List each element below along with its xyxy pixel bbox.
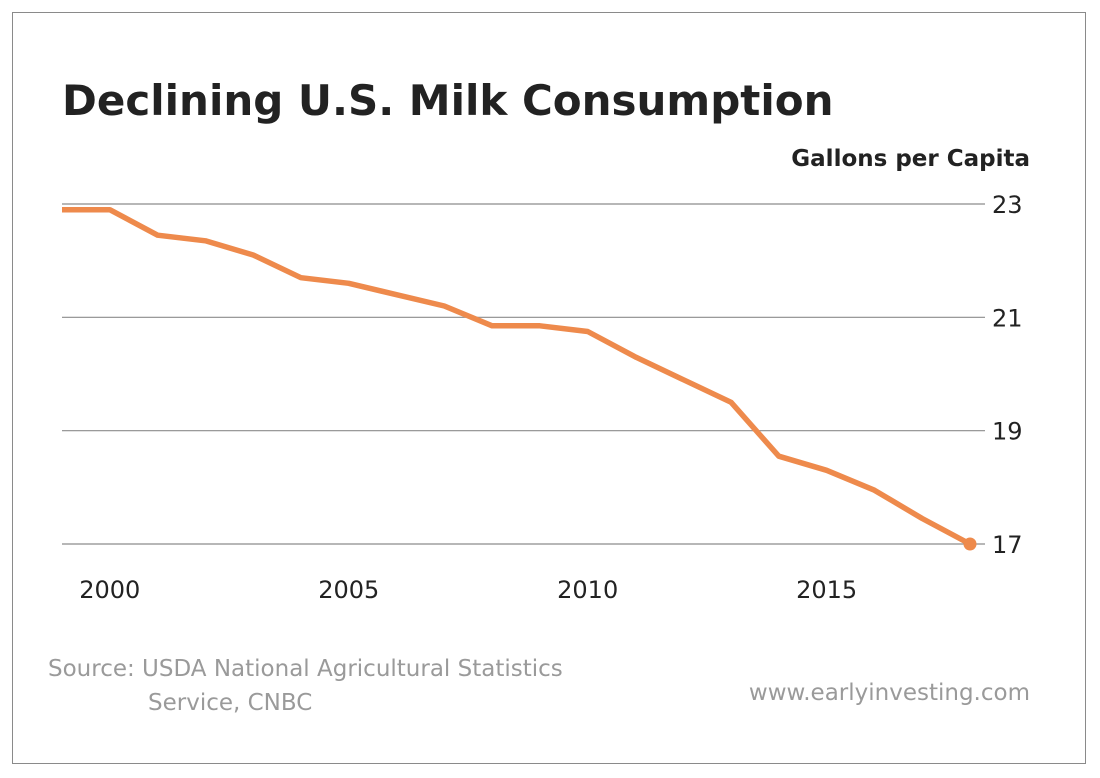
website-credit[interactable]: www.earlyinvesting.com bbox=[748, 680, 1030, 706]
y-tick-label-23: 23 bbox=[992, 191, 1023, 219]
data-point-2001 bbox=[155, 232, 161, 238]
source-line-1: Source: USDA National Agricultural Stati… bbox=[48, 656, 563, 682]
data-point-2012 bbox=[680, 377, 686, 383]
data-point-2000 bbox=[107, 207, 113, 213]
data-point-2004 bbox=[298, 275, 304, 281]
chart-title: Declining U.S. Milk Consumption bbox=[62, 76, 834, 125]
data-point-2016 bbox=[871, 487, 877, 493]
data-point-2011 bbox=[632, 354, 638, 360]
chart-frame bbox=[12, 12, 1086, 764]
source-note: Source: USDA National Agricultural Stati… bbox=[48, 652, 563, 720]
data-point-2003 bbox=[250, 252, 256, 258]
data-point-1999 bbox=[59, 207, 65, 213]
source-line-2: Service, CNBC bbox=[148, 690, 313, 716]
end-point-marker bbox=[963, 537, 977, 551]
data-point-2010 bbox=[585, 329, 591, 335]
data-point-2006 bbox=[394, 292, 400, 298]
y-tick-label-21: 21 bbox=[992, 304, 1023, 332]
data-point-2002 bbox=[202, 238, 208, 244]
data-point-2009 bbox=[537, 323, 543, 329]
y-axis-label: Gallons per Capita bbox=[791, 146, 1030, 172]
y-tick-label-17: 17 bbox=[992, 531, 1023, 559]
data-point-2017 bbox=[919, 516, 925, 522]
x-tick-label-2015: 2015 bbox=[796, 576, 857, 604]
data-point-2014 bbox=[776, 453, 782, 459]
data-point-2015 bbox=[824, 467, 830, 473]
y-tick-label-19: 19 bbox=[992, 418, 1023, 446]
data-point-2007 bbox=[441, 303, 447, 309]
data-point-2008 bbox=[489, 323, 495, 329]
milk-consumption-line bbox=[62, 206, 972, 547]
x-tick-label-2005: 2005 bbox=[318, 576, 379, 604]
data-point-2013 bbox=[728, 399, 734, 405]
x-tick-label-2010: 2010 bbox=[557, 576, 618, 604]
x-tick-label-2000: 2000 bbox=[79, 576, 140, 604]
data-point-2005 bbox=[346, 280, 352, 286]
